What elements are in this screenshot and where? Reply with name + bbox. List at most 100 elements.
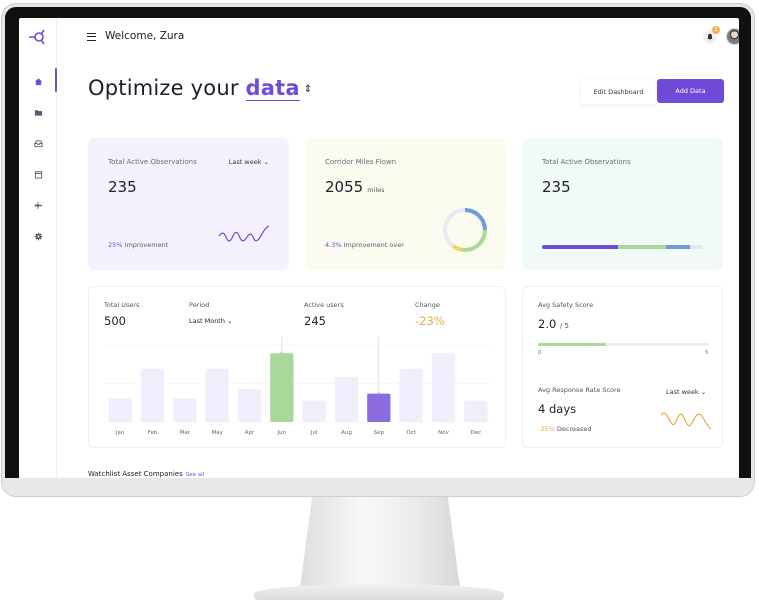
bar-oct[interactable] <box>399 368 423 422</box>
sidebar-item-home[interactable] <box>31 74 45 88</box>
inbox-icon <box>33 139 43 147</box>
stat-value: 2055 miles <box>325 178 385 196</box>
monitor-chin <box>2 478 754 496</box>
period-dropdown[interactable]: Last Month ⌄ <box>189 317 233 325</box>
x-tick-label: Apr <box>245 430 255 436</box>
stat-value: 235 <box>108 178 137 196</box>
period-label: Period <box>189 301 210 309</box>
scale-max: 5 <box>705 350 709 356</box>
response-score-footnote: -25% Decreased <box>538 425 592 433</box>
stat-label: Total Active Observations <box>108 158 197 166</box>
x-tick-label: Dec <box>471 430 482 436</box>
total-users-value: 500 <box>104 314 126 328</box>
progress-ring <box>443 208 487 252</box>
dashboard-screen: Welcome, Zura 2 Optimize your data ⇕ Edit… <box>19 18 739 480</box>
watchlist-heading: Watchlist Asset Companies See all <box>88 470 204 478</box>
stacked-progress-bar <box>542 245 703 249</box>
sidebar-item-flights[interactable] <box>31 198 45 212</box>
notification-badge: 2 <box>712 26 720 34</box>
page-title-accent[interactable]: data <box>245 76 300 101</box>
logo-icon <box>29 29 45 45</box>
progress-segment <box>617 245 666 249</box>
period-dropdown[interactable]: Last week ⌄ <box>228 158 269 166</box>
sparkline <box>218 225 270 242</box>
x-tick-label: Jan <box>115 430 125 436</box>
x-tick-label: May <box>211 430 223 436</box>
response-score-value: 4 days <box>538 402 577 416</box>
sidebar <box>19 18 57 480</box>
see-all-link[interactable]: See all <box>185 472 205 478</box>
sidebar-item-calendar[interactable] <box>31 167 45 181</box>
x-tick-label: Sep <box>374 430 385 436</box>
sparkline <box>660 412 712 430</box>
response-score-label: Avg Response Rate Score <box>538 386 621 394</box>
bar-jan[interactable] <box>108 398 132 422</box>
bar-jul[interactable] <box>302 400 326 422</box>
nav-active-indicator <box>55 68 57 92</box>
page-title: Optimize your data ⇕ <box>88 76 313 101</box>
avatar[interactable] <box>726 28 739 45</box>
watchlist-title: Watchlist Asset Companies <box>88 470 183 478</box>
change-value: -23% <box>415 314 445 328</box>
safety-progress-bar <box>538 343 709 346</box>
x-tick-label: Nov <box>438 430 449 436</box>
x-tick-label: Mar <box>180 430 191 436</box>
x-tick-label: Feb <box>148 430 158 436</box>
x-tick-label: Jul <box>310 430 318 436</box>
safety-score-value: 2.0 / 5 <box>538 317 569 331</box>
users-chart-card: Total Users 500 Period Last Month ⌄ Acti… <box>88 286 506 448</box>
page-title-prefix: Optimize your <box>88 76 239 100</box>
home-icon <box>34 77 42 85</box>
progress-segment <box>665 245 691 249</box>
bar-nov[interactable] <box>431 353 456 422</box>
sidebar-item-settings[interactable] <box>31 229 45 243</box>
stat-label: Total Active Observations <box>542 158 631 166</box>
bar-dec[interactable] <box>464 400 488 422</box>
hamburger-menu-icon[interactable] <box>87 33 96 41</box>
bar-may[interactable] <box>205 368 229 422</box>
stat-footnote: 25% Improvement <box>108 241 169 249</box>
sidebar-item-files[interactable] <box>31 105 45 119</box>
stat-footnote: 4.3% Improvement over <box>325 241 404 249</box>
stat-card-miles: Corridor Miles Flown 2055 miles 4.3% Impr… <box>305 138 506 270</box>
chevron-down-icon: ⌄ <box>227 317 233 325</box>
total-users-label: Total Users <box>104 301 140 309</box>
chevron-down-icon: ⌄ <box>263 158 269 166</box>
top-bar: Welcome, Zura 2 <box>57 18 739 58</box>
safety-score-label: Avg Safety Score <box>538 301 594 309</box>
scale-min: 0 <box>538 350 542 356</box>
stat-card-observations-2: Total Active Observations 235 <box>522 138 723 270</box>
monitor-stand-base <box>254 584 504 600</box>
progress-segment <box>542 245 618 249</box>
folder-icon <box>34 109 42 116</box>
calendar-icon <box>34 170 42 179</box>
x-tick-label: Jun <box>277 430 287 436</box>
edit-dashboard-button[interactable]: Edit Dashboard <box>581 80 656 104</box>
period-dropdown[interactable]: Last week ⌄ <box>666 388 707 396</box>
x-tick-label: Oct <box>406 430 416 436</box>
active-users-value: 245 <box>304 314 326 328</box>
bar-mar[interactable] <box>173 398 197 422</box>
bar-sep[interactable] <box>367 393 391 422</box>
stat-card-observations: Total Active Observations Last week ⌄ 23… <box>88 138 289 270</box>
change-label: Change <box>415 301 440 309</box>
sidebar-item-inbox[interactable] <box>31 136 45 150</box>
bar-jun[interactable] <box>270 353 294 422</box>
stat-unit: miles <box>367 186 385 194</box>
stat-value: 235 <box>542 178 571 196</box>
x-tick-label: Aug <box>341 430 352 436</box>
scores-card: Avg Safety Score 2.0 / 5 0 5 Avg Respons… <box>522 286 723 448</box>
stat-label: Corridor Miles Flown <box>325 158 397 166</box>
gear-icon <box>34 232 42 240</box>
monitor-stand-neck <box>300 492 460 588</box>
monthly-users-bar-chart: Jan Feb Mar May Apr Jun Jul Aug Sep Oct Nov Dec <box>104 337 492 436</box>
bar-aug[interactable] <box>334 376 359 422</box>
sort-arrows-icon[interactable]: ⇕ <box>303 84 313 95</box>
add-data-button[interactable]: Add Data <box>657 79 724 103</box>
plane-icon <box>34 201 42 209</box>
bar-feb[interactable] <box>140 368 165 422</box>
bar-apr[interactable] <box>237 388 262 422</box>
welcome-text: Welcome, Zura <box>105 30 185 42</box>
active-users-label: Active users <box>304 301 344 309</box>
safety-progress-fill <box>538 343 607 346</box>
